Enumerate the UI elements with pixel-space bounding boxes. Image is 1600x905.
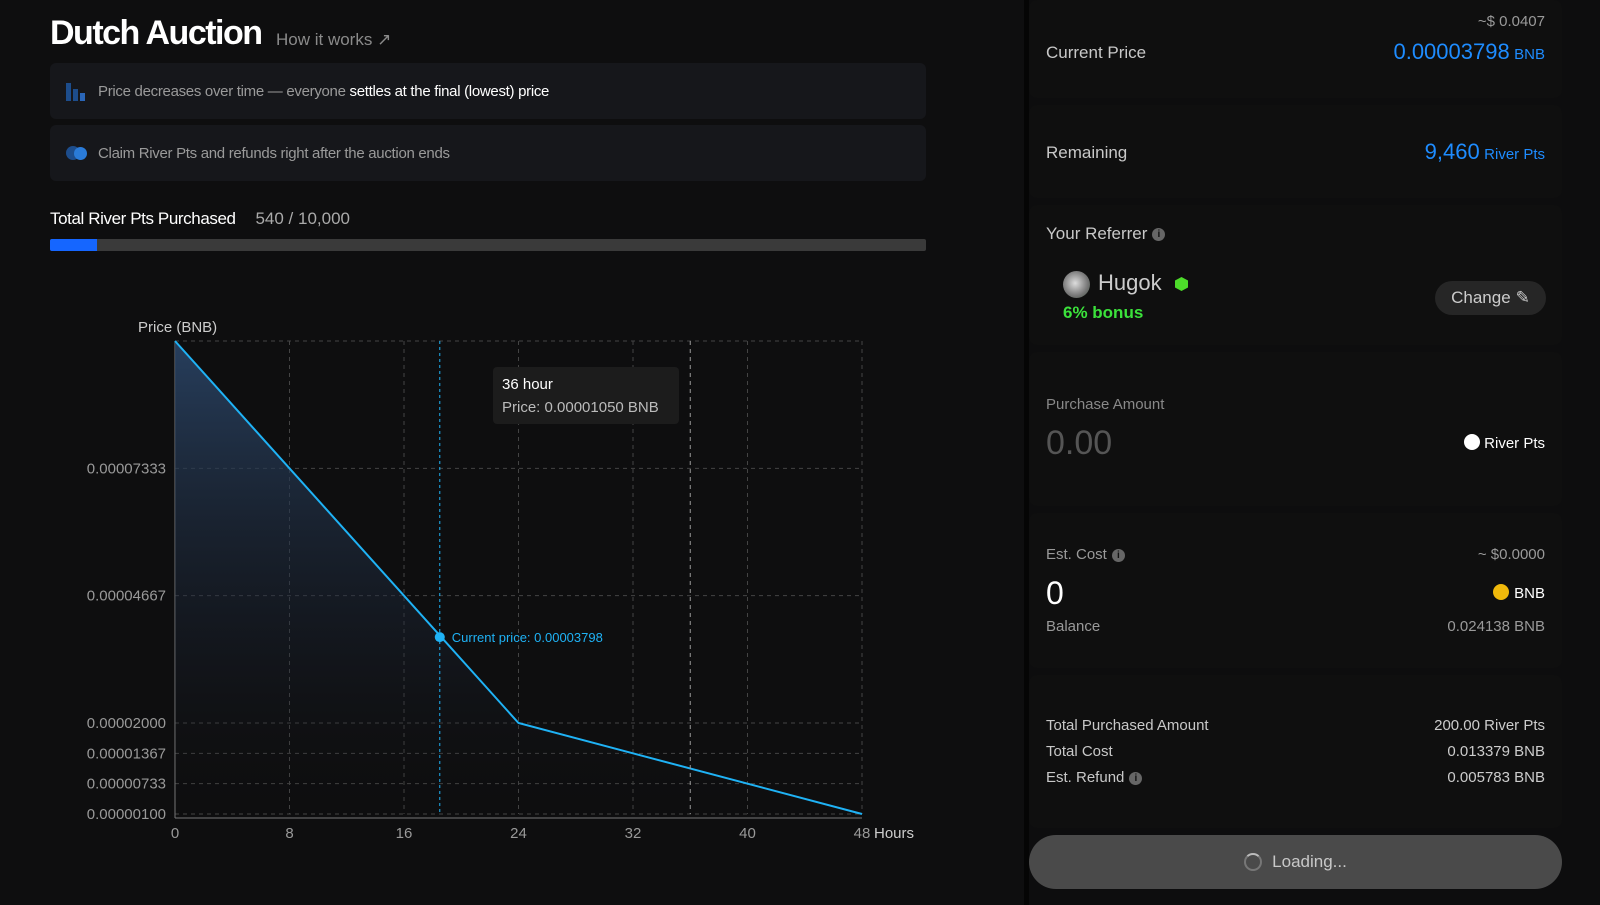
main-panel: Dutch Auction How it works ↗ Price decre… [0,0,1024,905]
coins-icon [66,143,90,163]
change-label: Change [1451,288,1511,307]
referrer-card: Your Referrer i Hugok 6% bonus Change ✎ [1029,205,1562,345]
info-icon[interactable]: i [1152,228,1166,242]
x-tick-label: 8 [285,825,293,842]
bnb-icon [1493,584,1510,600]
x-tick-label: 32 [625,825,642,842]
tooltip-text: Price: 0.00001050 BNB [502,399,659,416]
summary-label: Est. Refund [1046,769,1125,786]
river-pts-icon [1464,434,1481,450]
x-tick-label: 0 [171,825,179,842]
progress-bar [50,239,926,251]
y-tick-label: 0.00002000 [87,715,166,732]
remaining-label: Remaining [1046,143,1128,162]
info-text: Claim River Pts and refunds right after … [98,144,450,162]
info-icon[interactable]: i [1129,771,1143,785]
price-chart[interactable]: 0.00000100 0.00000733 0.00001367 0.00002000… [0,0,1024,905]
y-tick-label: 0.00004667 [87,588,166,605]
remaining-card: Remaining 9,460 River Pts [1029,105,1562,198]
current-price-point [434,632,445,643]
purchase-amount-input[interactable]: 0.00 [1046,424,1113,462]
info-price-decrease: Price decreases over time — everyone set… [50,63,926,119]
page-title: Dutch Auction [50,14,263,52]
progress-value: 540 / 10,000 [255,209,350,228]
current-price-label: Current price: 0.00003798 [452,630,603,645]
balance-value: 0.024138 BNB [1447,618,1545,635]
summary-card: Total Purchased Amount 200.00 River Pts … [1029,675,1562,828]
cost-value: 0 [1046,575,1064,611]
referrer-bonus: 6% bonus [1063,303,1144,322]
current-price-card: ~$ 0.0407 Current Price 0.00003798 BNB [1029,0,1562,98]
current-price-value: 0.00003798 [1393,39,1510,64]
cost-usd: ~ $0.0000 [1477,546,1545,563]
remaining-unit: River Pts [1484,146,1545,163]
y-tick-label: 0.00001367 [87,745,166,762]
buy-button[interactable]: Loading... [1029,835,1562,889]
summary-value: 0.013379 BNB [1447,743,1545,760]
bar-chart-icon [66,81,90,101]
y-tick-label: 0.00000733 [87,776,166,793]
y-tick-label: 0.00007333 [87,460,166,477]
cost-unit: BNB [1514,585,1545,602]
info-text: Price decreases over time — everyone [98,82,350,100]
referrer-label: Your Referrer [1046,224,1148,243]
summary-value: 0.005783 BNB [1447,769,1545,786]
summary-label: Total Cost [1046,743,1113,760]
pencil-icon: ✎ [1515,288,1530,307]
referrer-name: Hugok [1098,270,1162,295]
tooltip-title: 36 hour [502,376,553,393]
divider [1024,0,1029,905]
info-claim: Claim River Pts and refunds right after … [50,125,926,181]
summary-value: 200.00 River Pts [1434,717,1545,734]
x-tick-label: 16 [396,825,413,842]
verified-badge-icon [1175,277,1188,291]
price-line [174,340,863,815]
remaining-value: 9,460 [1424,139,1480,164]
y-axis-label: Price (BNB) [138,319,217,336]
x-axis-label: Hours [874,825,914,842]
current-price-usd: ~$ 0.0407 [1477,13,1545,30]
y-tick-label: 0.00000100 [87,806,166,823]
tooltip-box [493,367,679,424]
info-icon[interactable]: i [1111,548,1125,562]
avatar [1063,271,1090,298]
summary-label: Total Purchased Amount [1046,717,1209,734]
cost-label: Est. Cost [1046,546,1107,563]
x-tick-label: 40 [739,825,756,842]
progress-fill [50,239,98,251]
how-it-works-link[interactable]: How it works ↗ [276,30,392,49]
purchase-unit: River Pts [1484,435,1545,452]
spinner-icon [1244,853,1263,871]
current-price-label: Current Price [1046,43,1147,62]
cost-card: Est. Cost i ~ $0.0000 0 BNB Balance 0.024… [1029,513,1562,668]
current-price-unit: BNB [1514,46,1545,63]
balance-label: Balance [1046,618,1101,635]
progress-label: Total River Pts Purchased [50,209,236,228]
purchase-label: Purchase Amount [1046,396,1165,413]
area-fill [175,341,862,818]
button-label: Loading... [1272,852,1347,871]
purchase-card: Purchase Amount 0.00 River Pts [1029,352,1562,506]
x-tick-label: 48 [854,825,871,842]
info-bold: settles at the final (lowest) price [349,82,550,100]
x-tick-label: 24 [510,825,527,842]
change-referrer-button[interactable]: Change ✎ [1435,281,1546,315]
